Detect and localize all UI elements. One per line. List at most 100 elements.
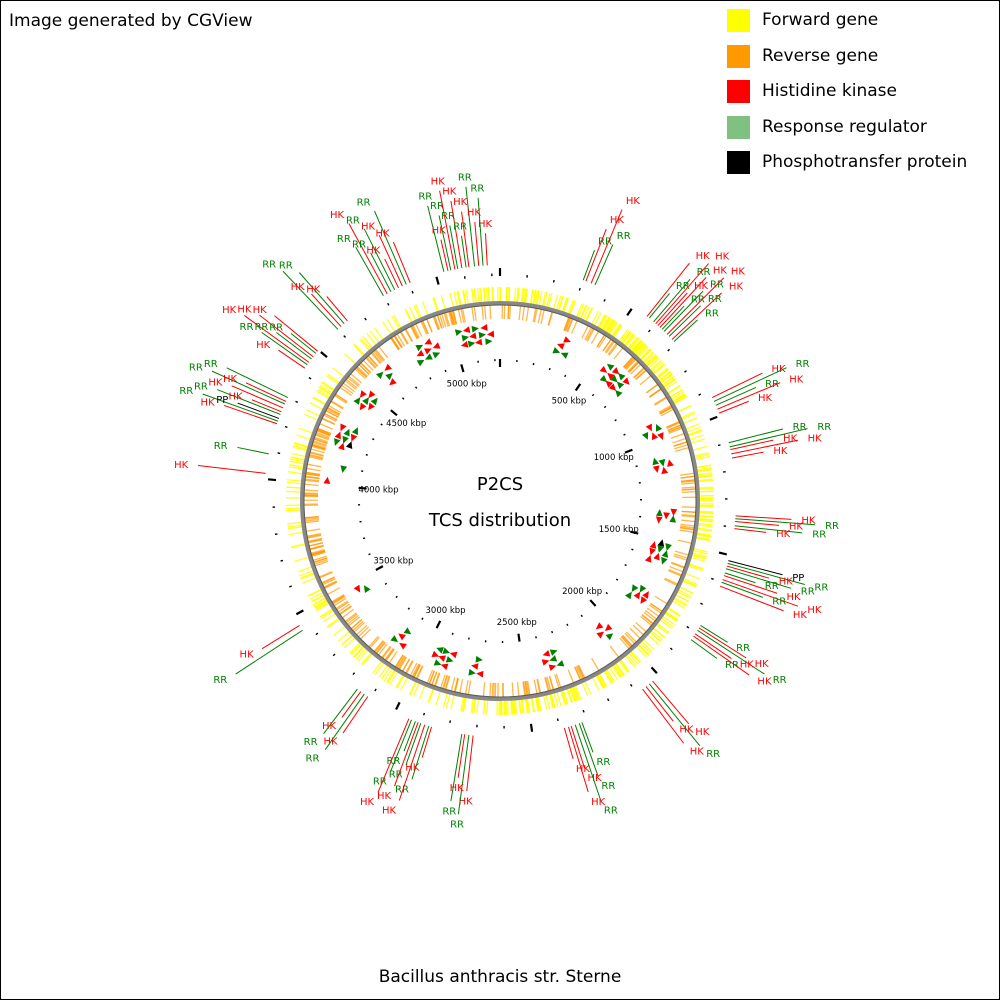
forward-gene [696, 534, 712, 538]
outer-major-tick [709, 415, 718, 421]
forward-gene [635, 343, 646, 355]
forward-gene [479, 287, 482, 302]
reverse-gene [411, 663, 420, 677]
tcs-label: HK [306, 284, 321, 295]
reverse-gene [461, 308, 466, 323]
reverse-gene [309, 453, 324, 459]
reverse-gene [362, 359, 374, 371]
reverse-gene [385, 648, 395, 661]
tcs-arrow-rr [485, 338, 493, 346]
forward-gene [665, 612, 678, 622]
reverse-gene [625, 631, 637, 643]
reverse-gene [400, 331, 409, 345]
forward-gene [326, 618, 339, 628]
tcs-label: PP [792, 573, 804, 584]
tcs-leader-line [466, 735, 474, 792]
tcs-arrow-hk [653, 552, 660, 561]
tcs-label: RR [214, 441, 228, 452]
tcs-label: HK [755, 659, 770, 670]
forward-gene [581, 683, 589, 697]
tcs-arrow-hk [622, 377, 630, 385]
forward-gene [695, 453, 710, 459]
forward-gene [601, 316, 611, 330]
forward-gene [308, 589, 322, 597]
reverse-gene [581, 325, 589, 339]
tcs-leader-line [398, 724, 426, 801]
reverse-gene [640, 615, 652, 626]
tcs-leader-line [438, 215, 452, 271]
forward-gene [396, 675, 405, 689]
reverse-gene [345, 378, 358, 389]
reverse-gene [334, 395, 347, 404]
tcs-arrow-rr [606, 363, 615, 371]
tcs-label: RR [706, 749, 720, 760]
forward-gene [353, 343, 365, 355]
tcs-label: HK [587, 773, 602, 784]
reverse-gene [428, 670, 436, 685]
tcs-arrow-rr [353, 397, 361, 405]
forward-gene [474, 288, 477, 303]
reverse-gene [368, 635, 379, 648]
scale-label: 2000 kbp [562, 587, 602, 597]
forward-gene [456, 291, 461, 306]
forward-gene [636, 344, 647, 356]
tcs-arrow-hk [657, 432, 664, 440]
outer-minor-tick [700, 602, 703, 605]
scale-label: 1000 kbp [594, 453, 634, 463]
forward-gene [512, 700, 515, 715]
reverse-gene [523, 681, 527, 696]
reverse-gene [681, 490, 696, 493]
tcs-arrow-hk [486, 330, 495, 338]
reverse-gene [336, 601, 349, 611]
reverse-gene [316, 431, 330, 439]
forward-gene [687, 426, 701, 433]
forward-gene [442, 693, 448, 708]
tcs-label: RR [373, 776, 387, 787]
forward-gene [450, 695, 455, 710]
reverse-gene [390, 337, 400, 350]
tcs-label: HK [776, 529, 791, 540]
forward-gene [604, 318, 614, 332]
reverse-gene [382, 646, 392, 659]
forward-gene [570, 687, 577, 702]
forward-gene [661, 618, 674, 628]
tcs-arrow-rr [432, 352, 441, 359]
tcs-arrow-hk [476, 670, 484, 678]
forward-gene [412, 683, 420, 697]
reverse-gene [321, 576, 336, 584]
tcs-leader-line [734, 528, 767, 533]
forward-gene [597, 675, 606, 688]
tcs-leader-line [390, 719, 412, 772]
forward-gene [634, 342, 645, 354]
outer-major-tick [718, 551, 728, 556]
forward-gene [692, 552, 707, 558]
reverse-gene [308, 539, 323, 544]
inner-major-tick [624, 448, 633, 454]
outer-minor-tick [667, 348, 671, 352]
reverse-gene [527, 680, 531, 695]
forward-gene [287, 524, 302, 528]
legend-label-reverse-gene: Reverse gene [762, 45, 879, 66]
tcs-label: HK [382, 805, 397, 816]
forward-gene [288, 466, 303, 470]
reverse-gene [325, 410, 339, 418]
backbone-ring [300, 301, 700, 701]
forward-gene [486, 700, 489, 715]
forward-gene [418, 686, 426, 700]
reverse-gene [673, 441, 688, 447]
tcs-arrow-rr [652, 457, 660, 466]
forward-gene [630, 651, 641, 664]
tcs-leader-line [290, 332, 317, 354]
forward-gene [538, 291, 543, 306]
tcs-label: HK [807, 605, 822, 616]
tcs-arrow-rr [655, 423, 663, 432]
forward-gene [691, 438, 705, 444]
tcs-label: HK [757, 676, 772, 687]
tcs-label: HK [237, 305, 252, 316]
tcs-arrow-hk [596, 631, 605, 639]
tcs-arrow-rr [616, 381, 625, 390]
tcs-arrow-hk [359, 402, 367, 411]
reverse-gene [643, 611, 656, 622]
outer-major-tick [626, 308, 633, 317]
forward-gene [300, 573, 315, 580]
